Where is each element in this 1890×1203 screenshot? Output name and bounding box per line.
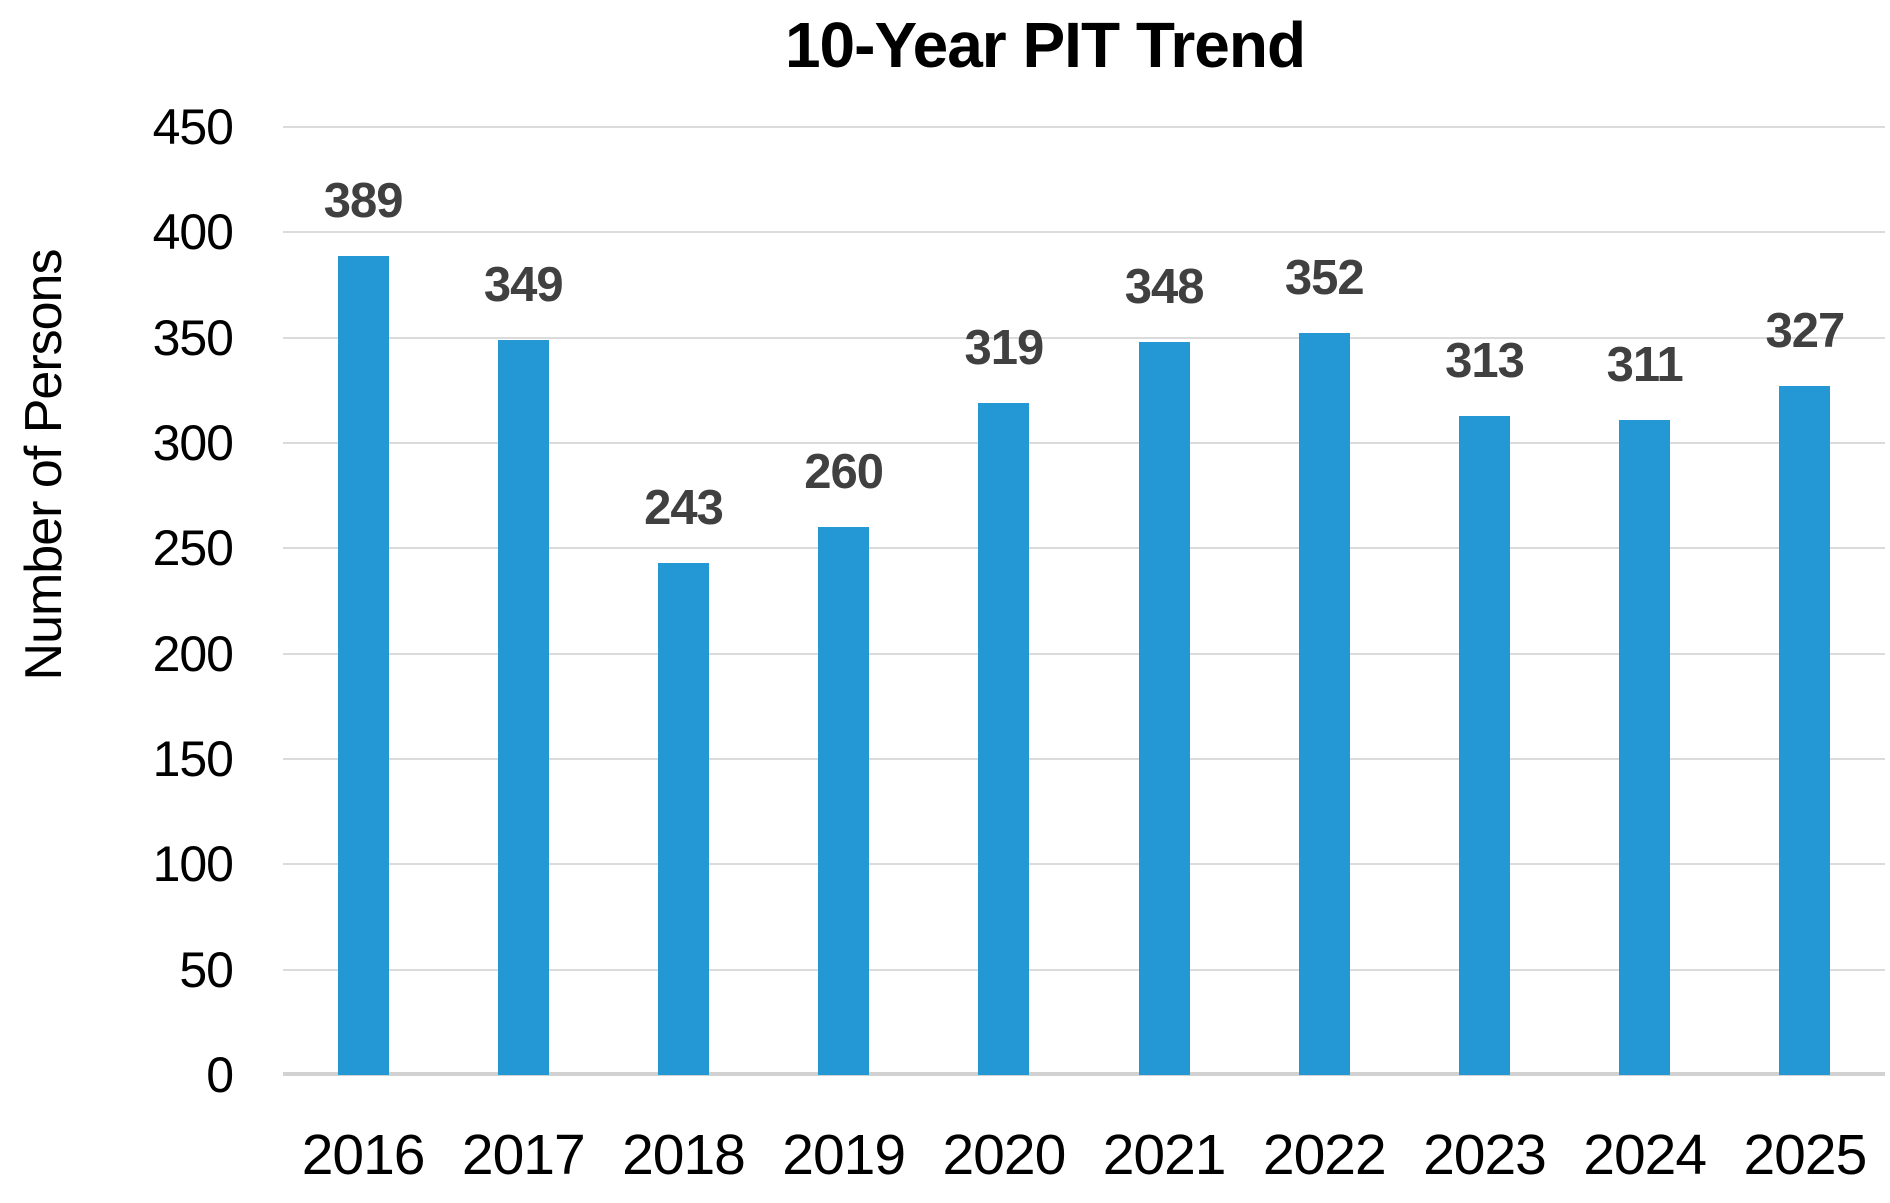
bar-value-label: 243 — [644, 481, 724, 535]
bar-2020 — [978, 403, 1030, 1075]
gridline — [283, 969, 1885, 971]
gridline — [283, 337, 1885, 339]
bar-value-label: 352 — [1284, 251, 1365, 305]
bar-2021 — [1138, 342, 1190, 1075]
plot-area: 389 2016 349 2017 243 2018 260 2019 319 2020 348 20… — [283, 126, 1885, 1184]
category-2016: 389 2016 — [283, 127, 443, 1184]
bar-2024 — [1619, 420, 1671, 1075]
bar-value-label: 389 — [323, 174, 404, 228]
bar-value-label: 327 — [1765, 304, 1846, 358]
y-tick-label: 350 — [152, 310, 234, 366]
y-tick-label: 300 — [152, 415, 234, 471]
gridline — [283, 231, 1885, 233]
x-tick-label: 2018 — [622, 1123, 746, 1187]
y-tick-label: 250 — [152, 520, 234, 576]
gridline — [283, 653, 1885, 655]
gridline — [283, 126, 1885, 128]
category-2022: 352 2022 — [1244, 127, 1404, 1184]
y-tick-label: 150 — [152, 731, 234, 787]
x-tick-label: 2021 — [1102, 1123, 1227, 1187]
category-2017: 349 2017 — [443, 127, 603, 1184]
bar-value-label: 260 — [804, 445, 884, 499]
bar-value-label: 349 — [483, 258, 564, 312]
x-axis-baseline — [283, 1072, 1885, 1076]
y-tick-label: 50 — [179, 942, 234, 998]
gridline — [283, 863, 1885, 865]
category-2019: 260 2019 — [764, 127, 924, 1184]
bar-2025 — [1779, 386, 1831, 1075]
bar-2016 — [337, 256, 389, 1075]
category-2020: 319 2020 — [924, 127, 1084, 1184]
gridline — [283, 758, 1885, 760]
x-tick-label: 2019 — [782, 1123, 906, 1187]
y-tick-label: 100 — [152, 836, 234, 892]
x-tick-label: 2016 — [301, 1123, 426, 1187]
gridline — [283, 547, 1885, 549]
category-2021: 348 2021 — [1084, 127, 1244, 1184]
x-tick-label: 2017 — [461, 1123, 586, 1187]
bar-2018 — [657, 563, 709, 1075]
x-tick-label: 2020 — [942, 1123, 1066, 1187]
y-tick-label: 0 — [206, 1047, 234, 1103]
bar-value-label: 313 — [1445, 334, 1525, 388]
x-tick-label: 2022 — [1262, 1123, 1387, 1187]
y-tick-label: 400 — [152, 204, 234, 260]
bar-value-label: 319 — [964, 321, 1045, 375]
bar-2023 — [1458, 416, 1510, 1075]
category-2025: 327 2025 — [1725, 127, 1885, 1184]
x-tick-label: 2025 — [1743, 1123, 1867, 1187]
bar-2019 — [818, 527, 870, 1075]
bar-2017 — [497, 340, 549, 1075]
category-2023: 313 2023 — [1404, 127, 1564, 1184]
bar-value-label: 348 — [1124, 260, 1205, 314]
chart-title: 10-Year PIT Trend — [784, 9, 1306, 81]
category-2018: 243 2018 — [603, 127, 763, 1184]
x-tick-label: 2023 — [1423, 1123, 1547, 1187]
bar-value-label: 311 — [1606, 338, 1684, 392]
category-2024: 311 2024 — [1565, 127, 1725, 1184]
y-tick-label: 200 — [152, 626, 234, 682]
x-tick-label: 2024 — [1583, 1123, 1707, 1187]
bar-2022 — [1298, 333, 1350, 1075]
y-tick-label: 450 — [152, 99, 234, 155]
gridline — [283, 442, 1885, 444]
